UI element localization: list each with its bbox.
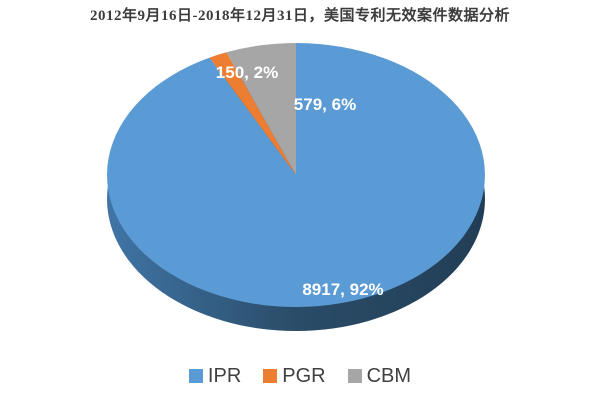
legend-label-pgr: PGR xyxy=(282,365,326,387)
legend-swatch-cbm xyxy=(347,369,362,383)
data-label-pgr: 150, 2% xyxy=(215,63,279,82)
legend-swatch-pgr xyxy=(263,369,278,383)
legend-item-ipr: IPR xyxy=(188,365,242,387)
legend-item-pgr: PGR xyxy=(263,365,326,387)
legend-label-ipr: IPR xyxy=(207,365,242,387)
legend-item-cbm: CBM xyxy=(347,365,412,387)
data-label-cbm: 579, 6% xyxy=(293,95,357,114)
legend: IPR PGR CBM xyxy=(0,366,600,386)
legend-swatch-ipr xyxy=(188,369,203,383)
legend-label-cbm: CBM xyxy=(366,365,412,387)
chart-title: 2012年9月16日-2018年12月31日，美国专利无效案件数据分析 xyxy=(90,8,510,24)
data-label-ipr: 8917, 92% xyxy=(302,280,384,299)
